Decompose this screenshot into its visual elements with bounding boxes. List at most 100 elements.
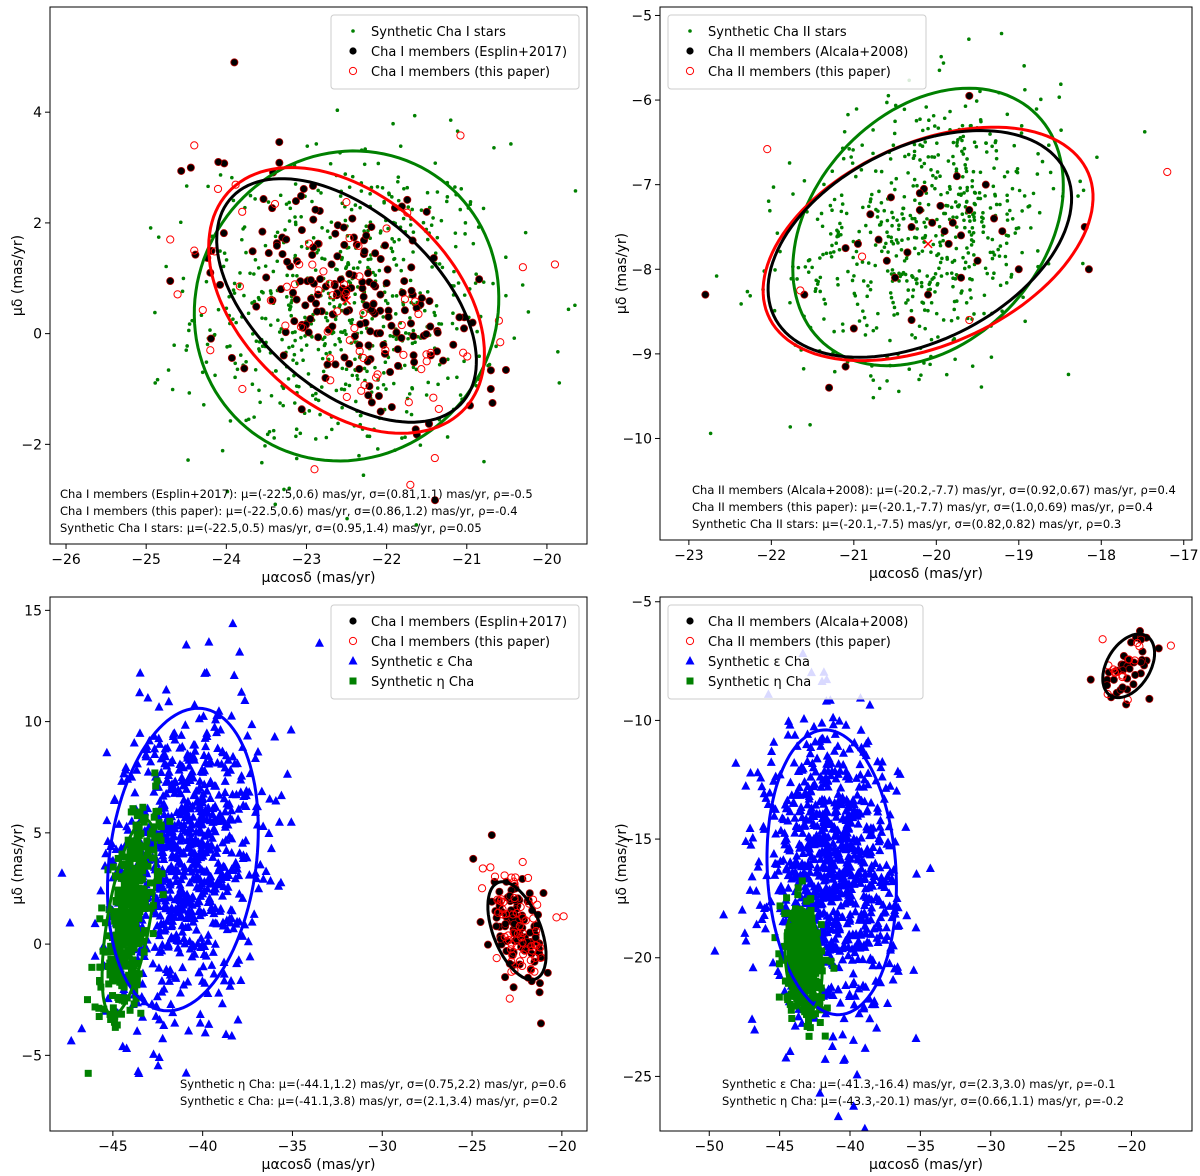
member-point [331, 229, 340, 238]
synthetic-star-point [573, 303, 577, 308]
eta-cha-point [817, 921, 825, 929]
synthetic-star-point [1036, 151, 1040, 156]
epsilon-cha-point [769, 849, 779, 858]
synthetic-star-point [320, 356, 325, 361]
synthetic-star-point [896, 227, 901, 232]
epsilon-cha-point [222, 924, 232, 934]
epsilon-cha-point [789, 758, 799, 767]
synthetic-star-point [839, 232, 843, 237]
epsilon-cha-point [195, 1018, 205, 1027]
epsilon-cha-point [219, 969, 229, 978]
epsilon-cha-point [855, 759, 865, 769]
synthetic-star-point [474, 272, 478, 276]
epsilon-cha-point [199, 814, 209, 823]
epsilon-cha-point [175, 880, 185, 889]
annotations: Cha II members (Alcala+2008): μ=(-20.2,-… [692, 483, 1176, 531]
epsilon-cha-point [804, 838, 814, 848]
synthetic-star-point [934, 233, 938, 238]
epsilon-cha-point [160, 743, 170, 753]
epsilon-cha-point [790, 828, 800, 837]
synthetic-star-point [922, 180, 927, 185]
synthetic-star-point [320, 225, 324, 230]
synthetic-star-point [822, 182, 826, 187]
epsilon-cha-point [159, 800, 169, 810]
epsilon-cha-point [839, 1013, 849, 1023]
epsilon-cha-point [737, 905, 747, 914]
synthetic-star-point [290, 273, 295, 278]
synthetic-star-point [1020, 250, 1024, 255]
epsilon-cha-point [812, 809, 822, 818]
epsilon-cha-point [795, 790, 805, 799]
y-tick-label: −10 [622, 713, 652, 729]
synthetic-star-point [1022, 64, 1026, 68]
epsilon-cha-point [169, 831, 179, 841]
member-open-point [325, 279, 334, 288]
synthetic-star-point [930, 277, 934, 281]
synthetic-star-point [327, 301, 332, 306]
synthetic-star-point [385, 301, 390, 306]
synthetic-star-point [232, 281, 237, 286]
eta-cha-point [130, 975, 138, 983]
synthetic-star-point [268, 323, 273, 327]
synthetic-star-point [906, 288, 911, 292]
synthetic-star-point [284, 202, 289, 206]
y-tick-label: 10 [24, 715, 42, 731]
epsilon-cha-point [241, 801, 251, 810]
synthetic-star-point [459, 187, 464, 191]
eta-cha-point [139, 887, 147, 895]
synthetic-star-point [260, 344, 265, 349]
member-open-point [507, 940, 516, 949]
synthetic-star-point [445, 435, 450, 439]
member-point [501, 973, 510, 982]
synthetic-star-point [857, 229, 861, 234]
epsilon-cha-point [808, 818, 818, 828]
epsilon-cha-point [806, 852, 816, 861]
synthetic-star-point [890, 210, 894, 215]
epsilon-cha-point [165, 965, 175, 974]
member-point [227, 353, 236, 362]
eta-cha-point [790, 972, 798, 980]
synthetic-star-point [954, 246, 959, 251]
y-tick-label: −5 [631, 8, 652, 24]
epsilon-cha-point [805, 806, 815, 816]
eta-cha-point [147, 846, 155, 854]
synthetic-star-point [839, 209, 844, 214]
synthetic-star-point [960, 174, 965, 179]
eta-cha-point [139, 803, 147, 811]
synthetic-star-point [980, 220, 984, 224]
epsilon-cha-point [90, 951, 100, 960]
eta-cha-point [111, 908, 119, 916]
epsilon-cha-point [225, 981, 235, 990]
synthetic-star-point [148, 226, 153, 230]
legend-box [667, 604, 924, 700]
synthetic-star-point [972, 253, 976, 257]
legend-label: Cha II members (this paper) [708, 65, 891, 80]
synthetic-star-point [953, 235, 958, 239]
synthetic-star-point [868, 197, 873, 201]
synthetic-star-point [882, 245, 887, 249]
synthetic-star-point [1035, 172, 1040, 176]
epsilon-cha-point [123, 825, 133, 834]
synthetic-star-point [256, 266, 261, 270]
synthetic-star-point [941, 238, 945, 243]
synthetic-star-point [998, 202, 1002, 207]
synthetic-star-point [184, 184, 189, 188]
member-point [501, 919, 510, 928]
member-point [907, 222, 916, 231]
synthetic-star-point [934, 176, 938, 180]
plot-area [710, 627, 1175, 1131]
epsilon-cha-point [825, 989, 835, 999]
synthetic-star-point [986, 236, 990, 240]
epsilon-cha-point [846, 854, 856, 863]
synthetic-star-point [931, 242, 936, 247]
synthetic-star-point [1023, 87, 1027, 92]
epsilon-cha-point [185, 877, 195, 887]
epsilon-cha-point [203, 930, 213, 939]
synthetic-star-point [971, 230, 976, 235]
ellipse-this-paper [761, 125, 1095, 363]
epsilon-cha-point [871, 892, 881, 901]
epsilon-cha-point [862, 844, 872, 853]
epsilon-cha-point [867, 830, 877, 839]
synthetic-star-point [937, 266, 941, 271]
